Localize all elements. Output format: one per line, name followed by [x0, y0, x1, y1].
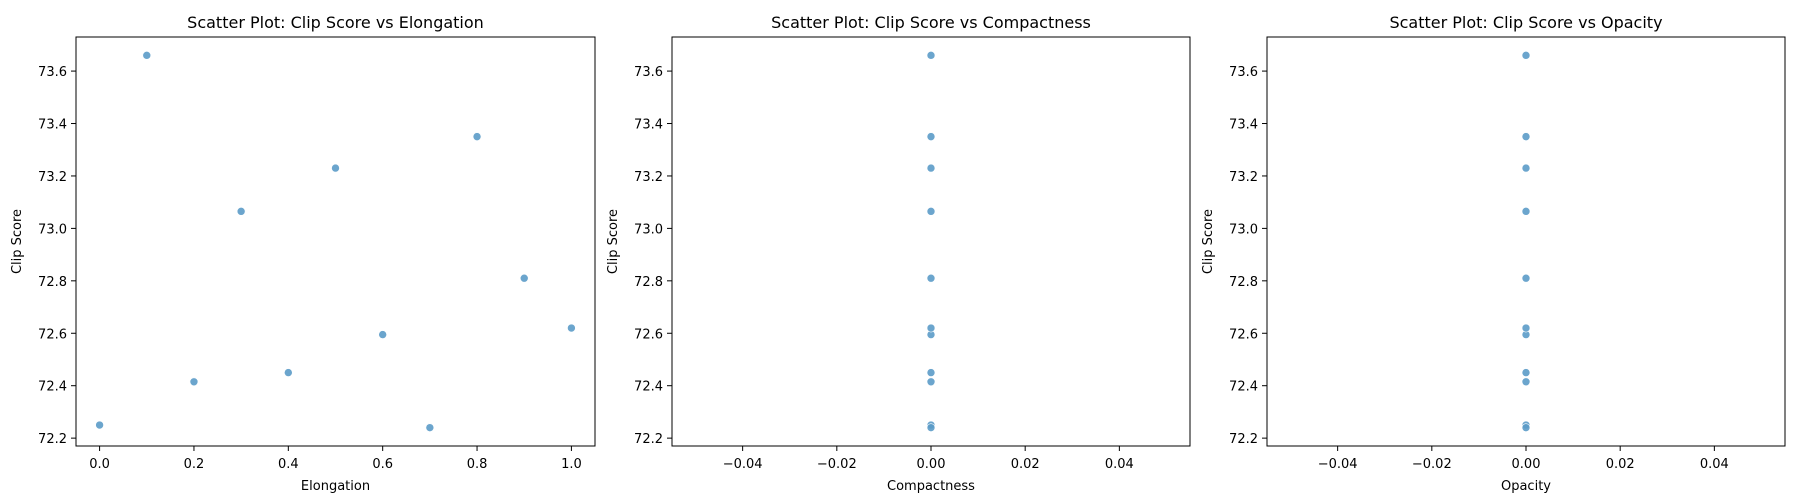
y-tick-label: 73.6	[38, 65, 67, 80]
chart-title: Scatter Plot: Clip Score vs Opacity	[1389, 13, 1662, 32]
y-tick-label: 72.8	[38, 275, 67, 290]
y-tick-label: 72.4	[38, 380, 67, 395]
x-tick-label: 0.0	[89, 457, 110, 472]
y-tick-label: 72.6	[38, 327, 67, 342]
scatter-point	[1521, 273, 1531, 283]
x-tick-label: 0.04	[1105, 457, 1134, 472]
x-axis-label: Opacity	[1501, 479, 1551, 494]
scatter-point	[926, 273, 936, 283]
y-axis-label: Clip Score	[10, 209, 25, 274]
y-tick-label: 73.6	[1229, 65, 1258, 80]
x-tick-label: 0.00	[1512, 457, 1541, 472]
x-axis-label: Compactness	[887, 479, 975, 494]
scatter-point	[926, 163, 936, 173]
scatter-point	[1521, 323, 1531, 333]
x-tick-label: −0.04	[1318, 457, 1358, 472]
x-tick-label: 0.02	[1011, 457, 1040, 472]
scatter-point	[926, 423, 936, 432]
y-tick-label: 72.4	[1229, 380, 1258, 395]
y-tick-label: 73.4	[1229, 118, 1258, 133]
y-tick-label: 72.6	[1229, 327, 1258, 342]
chart-title: Scatter Plot: Clip Score vs Elongation	[187, 13, 484, 32]
chart-panel-3: Scatter Plot: Clip Score vs Opacity Opaci…	[1201, 13, 1786, 494]
plot-frame	[671, 36, 1191, 447]
scatter-point	[926, 323, 936, 333]
scatter-point	[926, 207, 936, 216]
plot-frame	[75, 36, 596, 447]
y-tick-label: 73.4	[634, 118, 663, 133]
scatter-point	[1521, 132, 1531, 141]
chart-panel-1: Scatter Plot: Clip Score vs Elongation El…	[10, 13, 596, 494]
x-tick-label: −0.02	[817, 457, 857, 472]
scatter-point	[1521, 377, 1531, 387]
y-tick-label: 73.6	[634, 65, 663, 80]
scatter-point	[189, 377, 199, 387]
scatter-point	[331, 163, 340, 173]
x-axis-label: Elongation	[301, 479, 370, 494]
x-tick-label: 0.2	[184, 457, 205, 472]
chart-title: Scatter Plot: Clip Score vs Compactness	[771, 13, 1091, 32]
y-tick-label: 73.0	[1229, 222, 1258, 237]
y-tick-label: 72.2	[38, 432, 67, 447]
scatter-point	[472, 132, 482, 141]
scatter-point	[142, 51, 152, 60]
y-tick-label: 72.8	[634, 275, 663, 290]
scatter-point	[378, 330, 387, 339]
scatter-point	[95, 420, 104, 430]
x-tick-label: 0.4	[278, 457, 299, 472]
y-tick-label: 72.2	[1229, 432, 1258, 447]
scatter-point	[926, 132, 936, 141]
x-tick-label: 1.0	[561, 457, 582, 472]
scatter-point	[284, 368, 293, 377]
plot-frame	[1266, 36, 1786, 447]
scatter-point	[926, 51, 936, 60]
scatter-point	[1521, 51, 1531, 60]
scatter-point	[1521, 163, 1531, 173]
scatter-point	[926, 377, 936, 387]
y-tick-label: 72.2	[634, 432, 663, 447]
y-tick-label: 73.2	[634, 170, 663, 185]
y-tick-label: 73.2	[1229, 170, 1258, 185]
y-tick-label: 73.4	[38, 118, 67, 133]
scatter-point	[519, 273, 529, 283]
y-tick-label: 72.8	[1229, 275, 1258, 290]
y-tick-label: 73.0	[634, 222, 663, 237]
x-tick-label: 0.8	[467, 457, 488, 472]
scatter-point	[1521, 207, 1531, 216]
x-tick-label: 0.04	[1700, 457, 1729, 472]
x-tick-label: −0.02	[1412, 457, 1452, 472]
y-tick-label: 72.6	[634, 327, 663, 342]
x-tick-label: 0.02	[1606, 457, 1635, 472]
scatter-point	[1521, 368, 1531, 377]
y-tick-label: 72.4	[634, 380, 663, 395]
y-axis-label: Clip Score	[606, 209, 621, 274]
scatter-point	[926, 368, 936, 377]
x-tick-label: 0.6	[372, 457, 393, 472]
y-tick-label: 73.2	[38, 170, 67, 185]
scatter-point	[1521, 423, 1531, 432]
scatter-point	[236, 207, 246, 216]
x-tick-label: −0.04	[723, 457, 763, 472]
y-tick-label: 73.0	[38, 222, 67, 237]
chart-panel-2: Scatter Plot: Clip Score vs Compactness C…	[606, 13, 1191, 494]
x-tick-label: 0.00	[917, 457, 946, 472]
y-axis-label: Clip Score	[1201, 209, 1216, 274]
scatter-point	[567, 323, 576, 333]
scatter-point	[425, 423, 435, 432]
